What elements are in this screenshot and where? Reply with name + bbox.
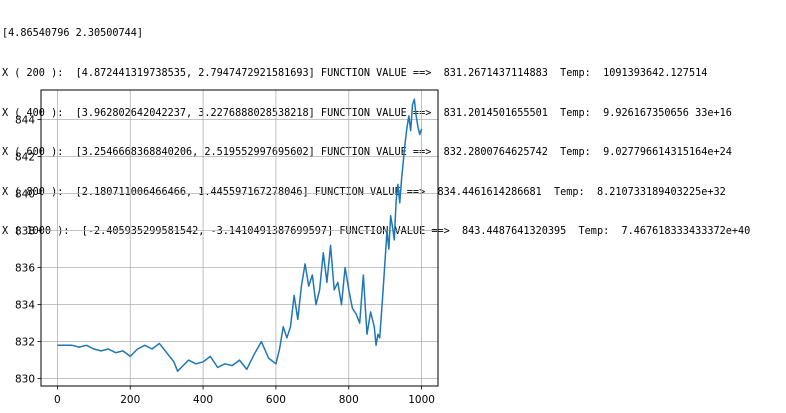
plot-frame <box>40 89 439 387</box>
data-series <box>57 98 423 372</box>
console-line: X ( 400 ): [3.962802642042237, 3.2276888… <box>2 107 732 119</box>
y-tick-label: 832 <box>15 336 35 348</box>
x-tick-label: 200 <box>120 394 140 406</box>
y-tick-label: 836 <box>15 262 35 274</box>
x-tick-label: 1000 <box>408 394 435 406</box>
console-line: X ( 200 ): [4.87244131973853​5, 2.794747… <box>2 68 708 79</box>
y-tick-label: 838 <box>15 225 35 237</box>
grid-lines <box>41 90 438 386</box>
console-line: X ( 800 ): [2.180711006466466, 1.4455971… <box>2 186 726 198</box>
console-line: [4.86540796 2.30500744] <box>2 28 144 40</box>
y-tick-label: 842 <box>15 151 35 163</box>
console-output: [4.86540796 2.30500744] X ( 200 ): [4.87… <box>2 1 750 252</box>
y-tick-label: 844 <box>15 114 35 126</box>
x-tick-label: 400 <box>193 394 213 406</box>
x-tick-label: 600 <box>266 394 286 406</box>
y-tick-label: 840 <box>15 188 35 200</box>
y-tick-label: 830 <box>15 373 35 385</box>
x-axis: 0 200 400 600 800 1000 <box>54 386 435 406</box>
series-line <box>57 98 423 372</box>
y-tick-label: 834 <box>15 299 35 311</box>
x-tick-label: 0 <box>54 394 61 406</box>
y-axis: 830 832 834 836 838 840 842 844 <box>15 114 41 385</box>
console-line: X ( 1000 ): [-2.405935299581542, -3.1410… <box>2 226 751 238</box>
x-tick-label: 800 <box>339 394 359 406</box>
